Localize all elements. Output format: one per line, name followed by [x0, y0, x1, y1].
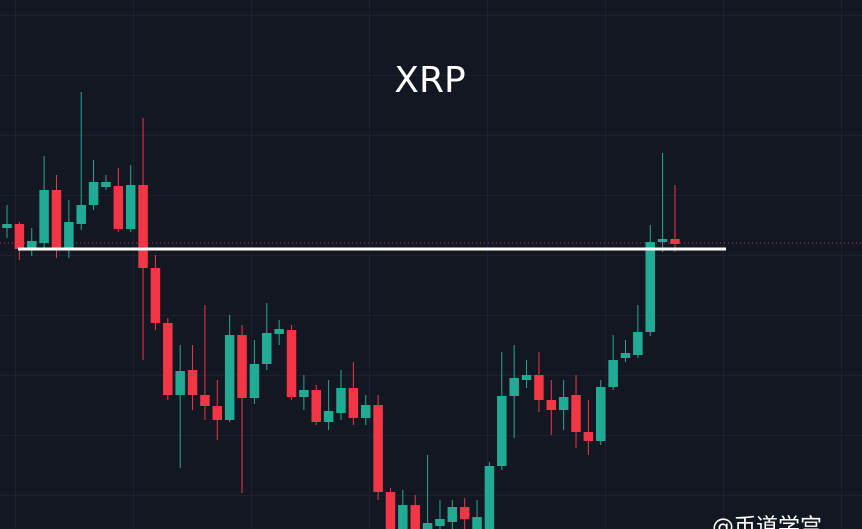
candle-body — [200, 395, 210, 406]
candle-body — [633, 332, 643, 355]
chart-title: XRP — [394, 60, 465, 101]
candle-body — [113, 186, 124, 229]
candle-body — [645, 242, 655, 332]
candle-body — [608, 360, 618, 387]
candle-body — [336, 388, 346, 413]
candle-body — [76, 205, 86, 224]
candle-body — [88, 182, 99, 205]
candle-body — [150, 268, 161, 323]
candle-body — [163, 323, 173, 395]
candle-body — [596, 387, 606, 441]
candle-body — [447, 507, 458, 522]
candle-body — [657, 239, 668, 242]
candle-body — [348, 388, 359, 418]
candle-body — [262, 333, 272, 364]
candle-body — [546, 400, 557, 410]
candle-body — [373, 405, 383, 492]
candle-body — [51, 190, 62, 250]
candle-body — [534, 375, 544, 400]
candle-body — [101, 182, 111, 187]
candle-body — [670, 239, 680, 244]
candle-body — [410, 505, 420, 529]
candle-body — [286, 330, 297, 397]
candle-body — [385, 492, 396, 529]
candle-body — [472, 517, 482, 529]
candle-body — [521, 375, 532, 380]
candle-body — [509, 378, 519, 396]
candle-body — [224, 335, 235, 420]
watermark: @币道学宫 — [712, 515, 822, 529]
candle-body — [323, 411, 334, 422]
candle-body — [571, 395, 581, 432]
candle-body — [398, 505, 408, 529]
candle-body — [187, 370, 198, 395]
candle-body — [212, 406, 223, 420]
candle-body — [484, 466, 495, 529]
candle-body — [39, 190, 49, 243]
candle-body — [360, 405, 371, 418]
candle-body — [2, 224, 12, 228]
candle-body — [175, 371, 185, 395]
candle-body — [299, 390, 309, 397]
candle-body — [237, 335, 247, 398]
candle-body — [274, 329, 284, 334]
candle-body — [558, 397, 569, 410]
candle-body — [459, 507, 470, 519]
candle-body — [14, 224, 25, 249]
candle-body — [497, 396, 507, 466]
candle-body — [435, 519, 445, 526]
candle-body — [125, 185, 136, 229]
candle-body — [138, 185, 148, 268]
candle-body — [26, 241, 37, 249]
candle-body — [422, 523, 433, 529]
candle-body — [249, 364, 260, 398]
candle-body — [64, 222, 74, 250]
candle-body — [311, 390, 321, 422]
candle-body — [620, 353, 631, 358]
candle-body — [583, 432, 594, 441]
